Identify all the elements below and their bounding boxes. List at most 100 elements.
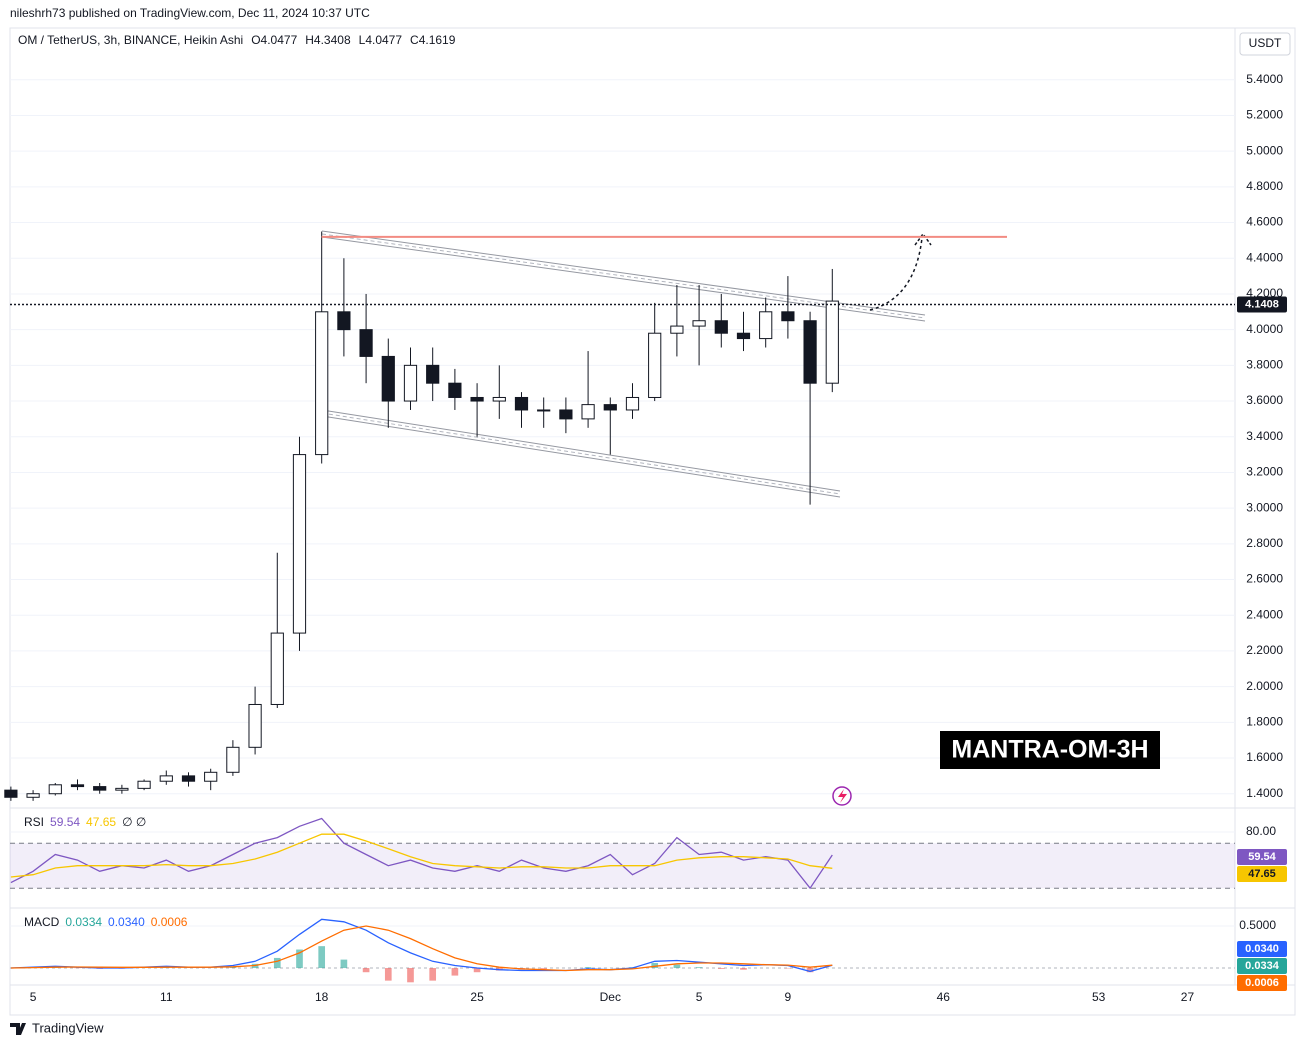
histogram-bar [318, 946, 326, 969]
candle-body [470, 396, 484, 402]
indicator-title: RSI [24, 815, 44, 829]
candle-body [270, 632, 284, 705]
ohlc-value: 4.3408 [314, 33, 351, 47]
y-tick-label: 4.0000 [1246, 322, 1283, 336]
y-tick-label: 1.8000 [1246, 714, 1283, 728]
legend-value: 0.0006 [151, 915, 188, 929]
histogram-bar [429, 968, 437, 981]
readout-label-box [1237, 866, 1287, 882]
histogram-bar [740, 968, 747, 970]
y-tick-label: 5.0000 [1246, 143, 1283, 157]
chart-title: OM / TetherUS, 3h, BINANCE, Heikin Ashi [18, 33, 243, 47]
histogram-bar [540, 968, 548, 969]
x-tick-label: Dec [600, 990, 621, 1004]
candle-body [781, 311, 795, 322]
histogram-bar [473, 968, 481, 973]
histogram-bar [273, 957, 281, 969]
indicator-legend: RSI 59.54 47.65 ∅ ∅ [24, 815, 146, 829]
histogram-bar [407, 968, 414, 983]
chart-frame [9, 27, 1296, 1016]
histogram-bar [695, 967, 703, 969]
candle-body [226, 746, 240, 773]
candle-body [181, 775, 196, 782]
publisher-line: nileshrh73 published on TradingView.com,… [10, 6, 370, 20]
event-icon [838, 789, 847, 803]
legend-value: 0.0340 [108, 915, 145, 929]
candle-body [137, 780, 151, 789]
y-tick-label: 2.6000 [1246, 572, 1283, 586]
histogram-bar [651, 962, 659, 969]
candle-body [736, 332, 751, 340]
histogram-bar [584, 967, 592, 969]
candle-body [492, 396, 506, 402]
readout-label: 0.0340 [1245, 943, 1279, 955]
candle-body [825, 300, 839, 384]
last-price-label-box [1237, 296, 1287, 313]
y-tick-label: 2.4000 [1246, 607, 1283, 621]
candle-body [248, 703, 262, 748]
candle-body [359, 329, 373, 357]
x-tick-label: 18 [315, 990, 329, 1004]
y-tick-label: 4.4000 [1246, 250, 1283, 264]
legend-value: 59.54 [50, 815, 80, 829]
x-tick-label: 11 [160, 990, 173, 1004]
channel-lower [321, 409, 841, 492]
candle-body [204, 771, 218, 782]
ohlc-key: O [251, 33, 260, 47]
y-tick-label: 1.4000 [1246, 786, 1283, 800]
x-tick-label: 46 [937, 990, 951, 1004]
currency: USDT [1249, 36, 1282, 50]
x-tick-label: 25 [470, 990, 484, 1004]
event-icon [832, 786, 852, 806]
indicator-line [10, 925, 833, 972]
ohlc-key: H [305, 33, 314, 47]
ohlc-value: 4.0477 [365, 33, 402, 47]
indicator-line [10, 817, 833, 890]
currency-box [1239, 32, 1291, 56]
histogram-bar [340, 959, 348, 969]
candle-body [26, 793, 40, 798]
breakout-arrow-head [914, 232, 932, 246]
y-tick-label: 2.2000 [1246, 643, 1283, 657]
ohlc-value: 4.1619 [419, 33, 456, 47]
y-tick-label: 3.8000 [1246, 358, 1283, 372]
y-tick-label: 3.4000 [1246, 429, 1283, 443]
legend-extra: ∅ ∅ [122, 815, 146, 829]
y-tick-label: 2.0000 [1246, 679, 1283, 693]
ohlc-key: C [410, 33, 419, 47]
channel-lower [321, 412, 841, 495]
marks [4, 231, 1235, 983]
x-tick-label: 5 [696, 990, 703, 1004]
y-tick-label: 0.5000 [1239, 918, 1276, 932]
y-tick-label: 1.6000 [1246, 750, 1283, 764]
readout-label-box [1237, 958, 1287, 974]
candle-body [115, 787, 129, 791]
candle-body [670, 325, 684, 334]
channel-upper [321, 230, 926, 316]
candle-body [514, 396, 529, 411]
indicator-legend: MACD 0.0334 0.0340 0.0006 [24, 915, 188, 929]
chart-legend: OM / TetherUS, 3h, BINANCE, Heikin Ashi O… [18, 33, 456, 47]
candle-body [692, 320, 706, 327]
y-tick-label: 3.6000 [1246, 393, 1283, 407]
candle-body [759, 311, 773, 340]
annotation: MANTRA-OM-3H [951, 736, 1148, 764]
labels: 5 11 18 25 Dec 5 9 46 53 27 1.4000 1.6000 1.8000 2.00… [10, 32, 1291, 1035]
histogram-bar [717, 968, 725, 969]
readout-label: 47.65 [1248, 868, 1276, 880]
x-tick-label: 27 [1181, 990, 1195, 1004]
x-tick-label: 9 [785, 990, 792, 1004]
candle-body [70, 784, 85, 788]
candle-body [292, 454, 307, 634]
grid [10, 79, 1235, 927]
drawings [321, 230, 932, 806]
indicator-line [10, 833, 833, 878]
histogram-bar [451, 968, 459, 976]
candle-body [581, 404, 595, 420]
channel-lower [321, 415, 841, 498]
histogram-bar [673, 964, 681, 969]
y-tick-label: 3.2000 [1246, 465, 1283, 479]
candle-body [537, 409, 551, 412]
candle-body [803, 320, 817, 384]
